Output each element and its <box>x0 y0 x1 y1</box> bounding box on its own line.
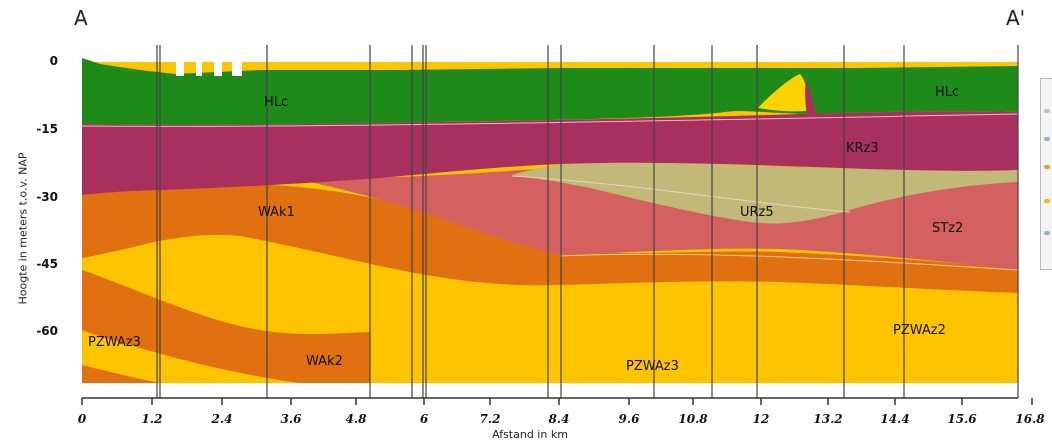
layer-trace <box>511 175 851 213</box>
legend-panel[interactable] <box>1040 78 1052 270</box>
x-tick-label: 1.2 <box>141 412 163 426</box>
unit-label: KRz3 <box>846 141 879 156</box>
unit-krz3 <box>82 111 1018 195</box>
y-tick-label: -45 <box>36 257 58 271</box>
y-tick-label: -15 <box>36 122 58 136</box>
x-tick-label: 6 <box>419 412 429 426</box>
layer-trace <box>559 253 1019 271</box>
surface-notch <box>196 62 202 76</box>
unit-label: WAk1 <box>258 205 295 220</box>
x-axis-ticks <box>81 398 1033 405</box>
legend-swatch-icon <box>1044 137 1050 141</box>
legend-swatch-icon <box>1044 199 1050 203</box>
x-tick-label: 13.2 <box>813 412 843 426</box>
x-tick-label: 8.4 <box>548 412 570 426</box>
x-tick-label: 12 <box>752 412 770 426</box>
unit-label: HLc <box>264 95 288 110</box>
x-tick-label: 14.4 <box>880 412 910 426</box>
unit-wak2 <box>82 270 370 383</box>
x-tick-label: 2.4 <box>211 412 233 426</box>
section-end-label: A' <box>1006 6 1026 30</box>
x-tick-label: 7.2 <box>479 412 501 426</box>
legend-swatch-icon <box>1044 165 1050 169</box>
x-tick-label: 9.6 <box>618 412 640 426</box>
legend-swatch-icon <box>1044 109 1050 113</box>
unit-label: HLc <box>935 85 959 100</box>
x-tick-label: 0 <box>77 412 87 426</box>
surface-notch <box>232 62 242 76</box>
y-tick-label: 0 <box>49 54 58 68</box>
surface-notch <box>214 62 222 76</box>
unit-label: URz5 <box>740 205 774 220</box>
y-tick-label: -60 <box>36 324 58 338</box>
x-tick-label: 15.6 <box>947 412 977 426</box>
unit-urz5 <box>512 160 1018 224</box>
surface-notch <box>176 62 184 76</box>
x-tick-label: 4.8 <box>345 412 367 426</box>
x-axis-title: Afstand in km <box>492 428 568 441</box>
unit-label: PZWAz3 <box>626 359 679 374</box>
unit-label: PZWAz3 <box>88 335 141 350</box>
unit-dune <box>758 74 812 112</box>
x-tick-label: 10.8 <box>678 412 708 426</box>
borehole-lines <box>156 45 1019 398</box>
y-axis-title: Hoogte in meters t.o.v. NAP <box>16 152 30 305</box>
section-start-label: A <box>74 6 88 30</box>
y-tick-label: -30 <box>36 190 58 204</box>
legend-swatch-icon <box>1044 231 1050 235</box>
unit-label: PZWAz2 <box>893 323 946 338</box>
x-tick-label: 16.8 <box>1015 412 1045 426</box>
unit-wak1 <box>82 184 1018 293</box>
unit-krz3-spike <box>805 80 818 120</box>
x-tick-label: 3.6 <box>280 412 302 426</box>
unit-wak2-lower <box>82 365 160 383</box>
unit-label: STz2 <box>932 221 963 236</box>
unit-label: WAk2 <box>306 354 343 369</box>
